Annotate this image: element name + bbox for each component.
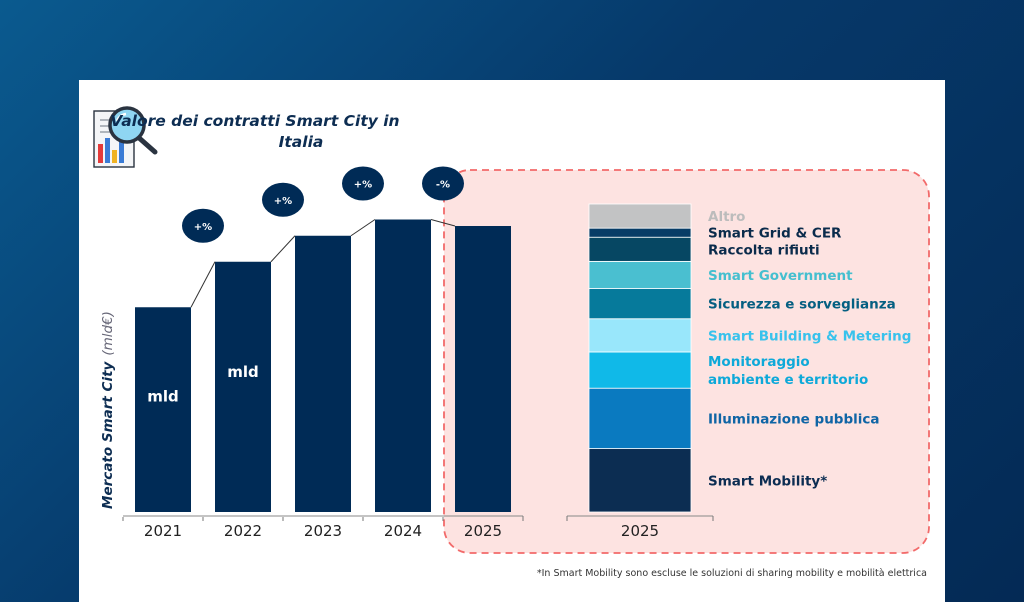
chart-title-line-1: Valore dei contratti Smart City in: [110, 112, 399, 130]
stack-segment-5: [588, 260, 692, 289]
growth-bubble-0: [182, 208, 224, 243]
stack-label-2-line-1: ambiente e territorio: [708, 372, 868, 388]
connector-line-0: [190, 261, 216, 308]
stack-label-3: Smart Building & Metering: [708, 328, 911, 344]
stack-label-2-line-0: Monitoraggio: [708, 354, 810, 370]
stack-segment-7: [588, 227, 692, 238]
stack-segment-8: [588, 203, 692, 229]
stack-label-0: Smart Mobility*: [708, 473, 827, 489]
growth-bubble-2: [342, 166, 384, 201]
stacked-bar-chart: Smart Mobility* Illuminazione pubblica Mon…: [566, 203, 911, 540]
stack-label-5: Smart Government: [708, 268, 853, 284]
footnote: *In Smart Mobility sono escluse le soluz…: [537, 568, 927, 579]
growth-bubble-1: [262, 182, 304, 217]
x-tick-2025: 2025: [464, 522, 502, 540]
y-axis-label-text: Mercato Smart City: [100, 360, 116, 508]
stack-segment-1: [588, 387, 692, 449]
stack-label-8: Altro: [708, 209, 745, 225]
bar-2023: [295, 235, 351, 512]
stack-label-4: Sicurezza e sorveglianza: [708, 297, 896, 313]
growth-label-0: +%: [194, 222, 212, 233]
stack-segment-6: [588, 236, 692, 262]
x-tick-2024: 2024: [384, 522, 422, 540]
y-axis-label: Mercato Smart City (mld€): [100, 311, 116, 509]
connector-line-3: [430, 219, 456, 227]
stack-x-tick-2025: 2025: [621, 522, 659, 540]
bar-2024: [375, 219, 431, 512]
y-axis-label-unit: (mld€): [100, 311, 116, 356]
growth-label-3: -%: [436, 180, 450, 191]
connector-line-1: [270, 235, 296, 263]
bar-2021: [135, 307, 191, 512]
stack-label-2: Monitoraggio ambiente e territorio: [708, 354, 868, 388]
x-tick-2023: 2023: [304, 522, 342, 540]
growth-label-2: +%: [354, 180, 372, 191]
chart-panel: Valore dei contratti Smart City in Itali…: [79, 80, 945, 602]
bar-label-2022: mld: [227, 363, 259, 381]
bar-2022: [215, 261, 271, 512]
growth-bubble-3: [422, 166, 464, 201]
growth-label-1: +%: [274, 196, 292, 207]
chart-canvas: Valore dei contratti Smart City in Itali…: [93, 106, 930, 579]
stack-segment-4: [588, 288, 692, 320]
connector-line-2: [350, 219, 376, 237]
stack-segment-2: [588, 351, 692, 389]
stack-segment-3: [588, 318, 692, 353]
x-tick-2021: 2021: [144, 522, 182, 540]
report-magnifier-icon: [93, 106, 158, 168]
chart-title-line-2: Italia: [279, 133, 324, 151]
stack-label-7: Smart Grid & CER: [708, 226, 842, 242]
stack-label-1: Illuminazione pubblica: [708, 411, 880, 427]
bar-label-2021: mld: [147, 387, 179, 405]
stack-label-6: Raccolta rifiuti: [708, 242, 820, 258]
stack-segment-0: [588, 448, 692, 513]
main-bar-chart: mld 2021 mld 2022 2023 2024 2025 +% +% +% -%: [122, 166, 524, 540]
x-tick-2022: 2022: [224, 522, 262, 540]
bar-2025: [455, 226, 511, 512]
